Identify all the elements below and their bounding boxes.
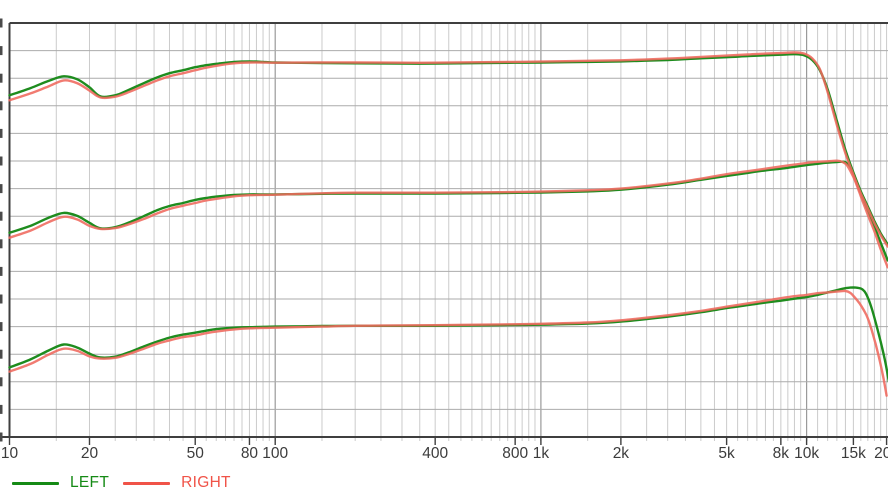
x-tick-label: 5k xyxy=(718,445,735,462)
x-tick-label: 400 xyxy=(422,445,448,462)
legend-item-right: RIGHT xyxy=(123,474,231,492)
y-axis-label-fragment xyxy=(0,239,3,249)
left-channel-line-swatch xyxy=(12,481,59,485)
series-upper-trace-right xyxy=(8,51,888,248)
x-tick-label: 10k xyxy=(794,445,819,462)
y-axis-label-fragment xyxy=(0,211,3,221)
x-tick-label: 1k xyxy=(533,445,550,462)
x-tick-label: 20k xyxy=(874,445,888,462)
x-tick-label: 100 xyxy=(262,445,288,462)
y-axis-label-fragment xyxy=(0,404,3,414)
x-tick-label: 800 xyxy=(502,445,528,462)
x-tick-label: 50 xyxy=(187,445,205,462)
y-axis-label-fragment xyxy=(0,128,3,138)
legend-label-right: RIGHT xyxy=(181,474,231,491)
right-channel-line-swatch xyxy=(123,481,171,485)
y-axis-label-fragment xyxy=(0,18,3,28)
y-axis-label-fragment xyxy=(0,377,3,387)
x-tick-label: 8k xyxy=(773,445,790,462)
legend-item-left: LEFT xyxy=(12,474,109,492)
y-axis-label-fragment xyxy=(0,349,3,359)
y-axis-label-fragment xyxy=(0,101,3,111)
y-axis-label-fragment xyxy=(0,266,3,276)
y-axis-label-fragment xyxy=(0,73,3,83)
x-tick-label: 10 xyxy=(1,445,19,462)
y-axis-label-fragment xyxy=(0,184,3,194)
y-axis-label-fragment xyxy=(0,294,3,304)
series-lower-trace-right xyxy=(8,289,888,397)
series-middle-trace-right xyxy=(8,159,888,269)
y-axis-label-fragment xyxy=(0,46,3,56)
y-axis-label-fragment xyxy=(0,156,3,166)
y-axis-label-fragment xyxy=(0,322,3,332)
y-axis-label-fragment xyxy=(0,432,3,442)
x-tick-label: 2k xyxy=(613,445,630,462)
x-tick-label: 15k xyxy=(841,445,866,462)
x-tick-label: 80 xyxy=(241,445,259,462)
legend: LEFT RIGHT xyxy=(12,474,231,492)
x-tick-label: 20 xyxy=(81,445,99,462)
legend-label-left: LEFT xyxy=(70,474,110,491)
